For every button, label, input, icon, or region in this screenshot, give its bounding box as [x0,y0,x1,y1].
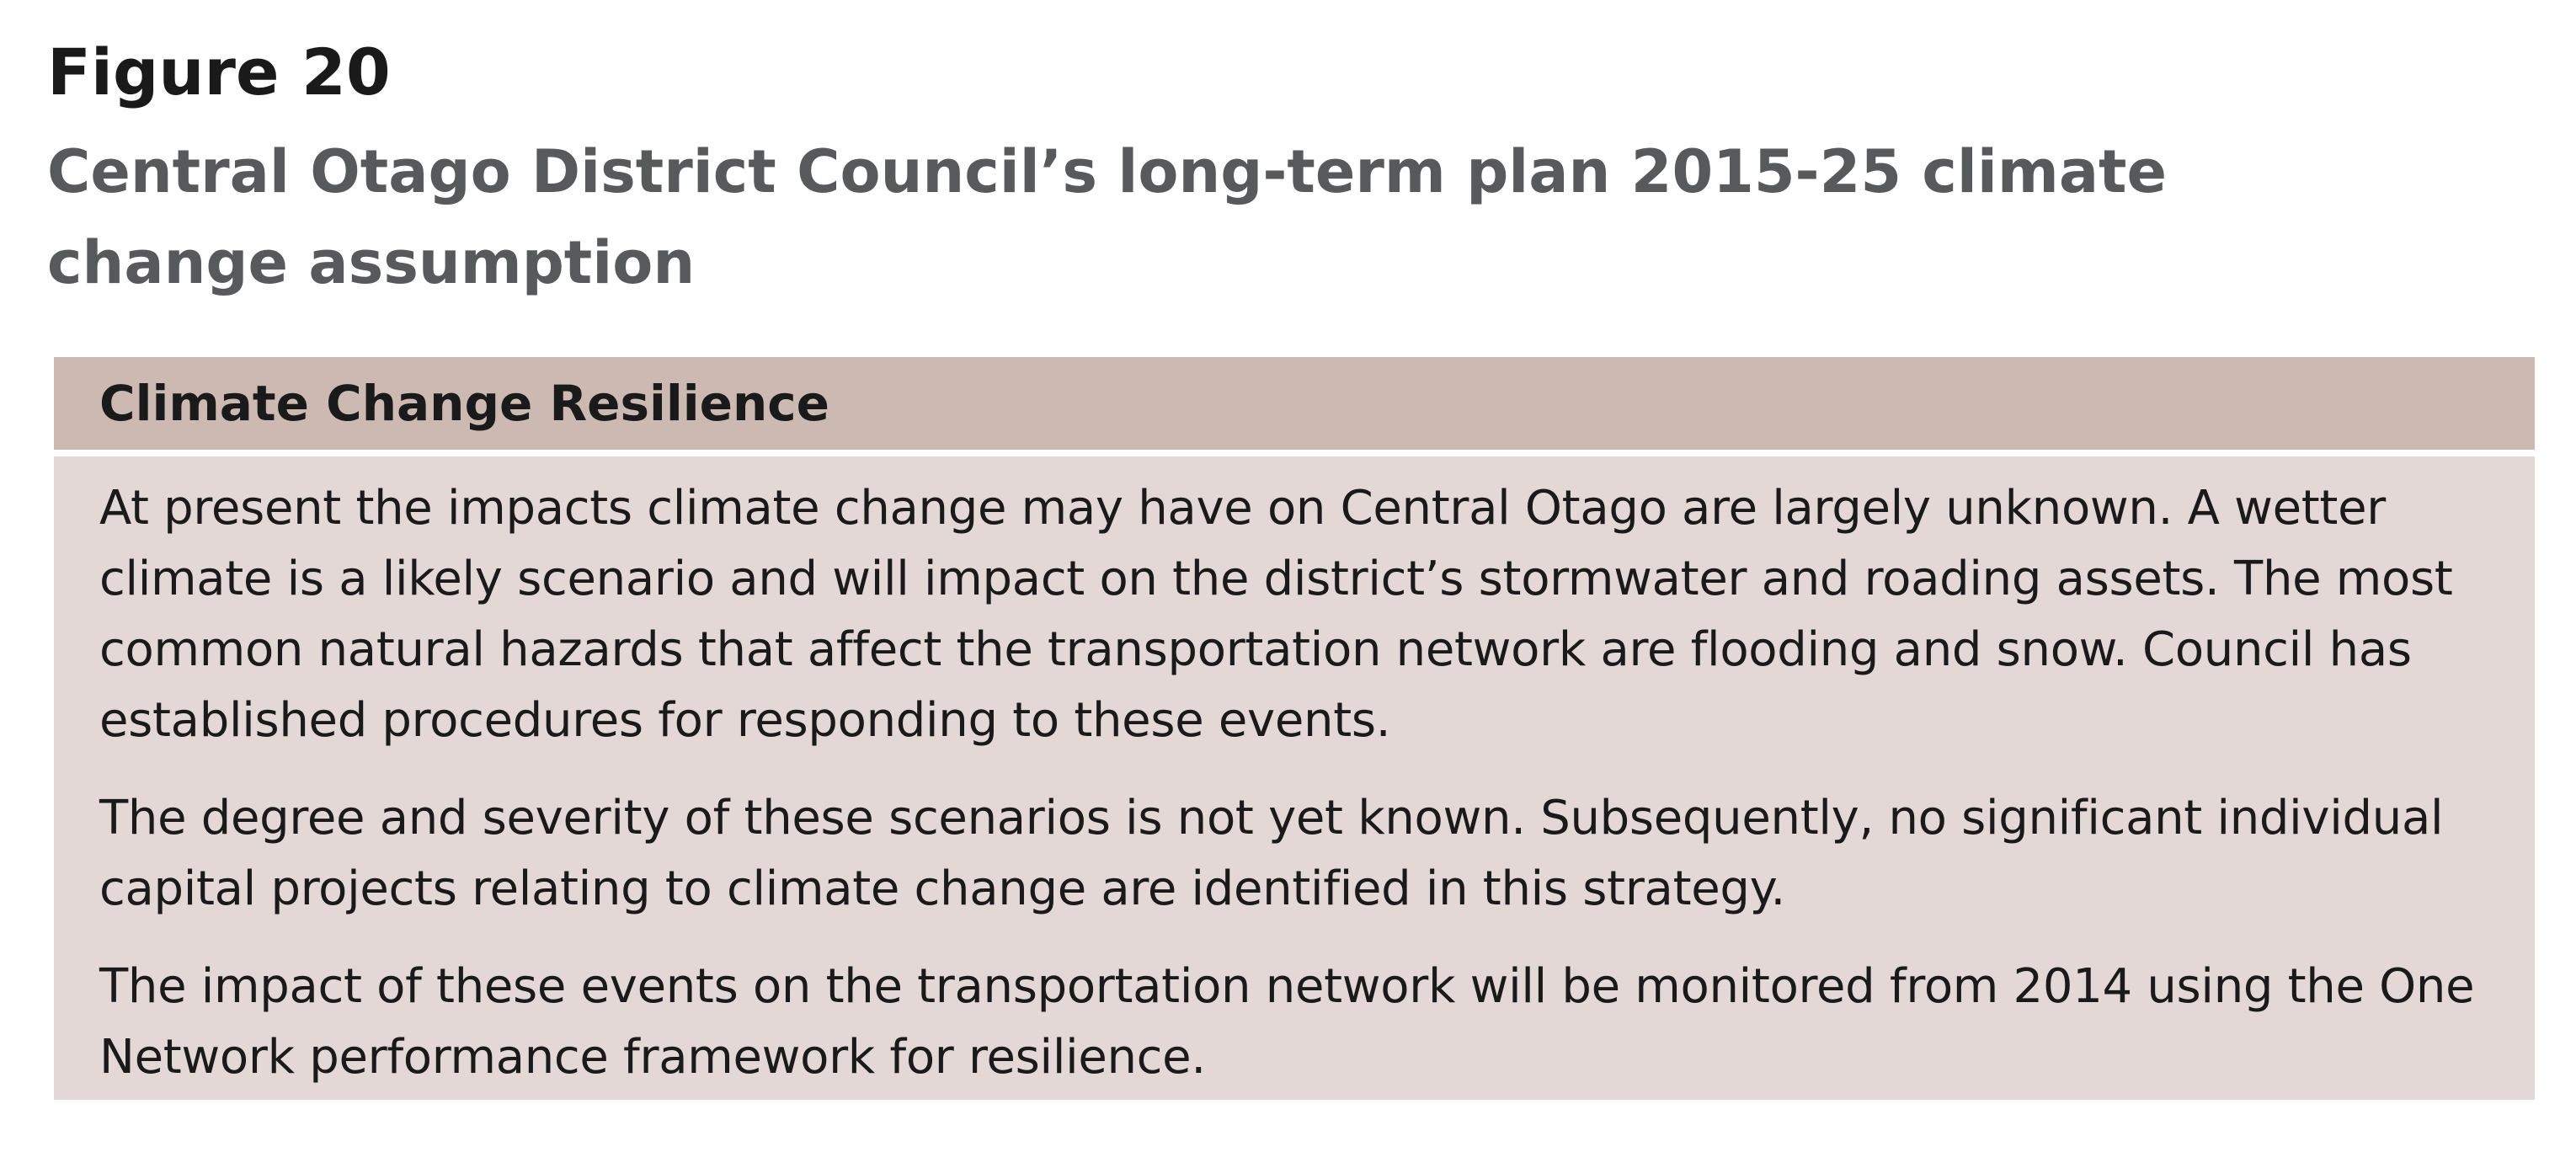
climate-resilience-box: Climate Change Resilience At present the… [54,357,2535,1100]
box-header: Climate Change Resilience [54,357,2535,450]
figure-label: Figure 20 [47,35,391,109]
paragraph-2: The degree and severity of these scenari… [99,791,2444,916]
box-body: At present the impacts climate change ma… [54,456,2535,1100]
paragraph-3: The impact of these events on the transp… [99,959,2475,1085]
paragraph-1: At present the impacts climate change ma… [99,481,2453,748]
box-divider [54,450,2535,456]
box-heading: Climate Change Resilience [99,375,829,432]
figure-title: Central Otago District Council’s long-te… [47,137,2167,297]
